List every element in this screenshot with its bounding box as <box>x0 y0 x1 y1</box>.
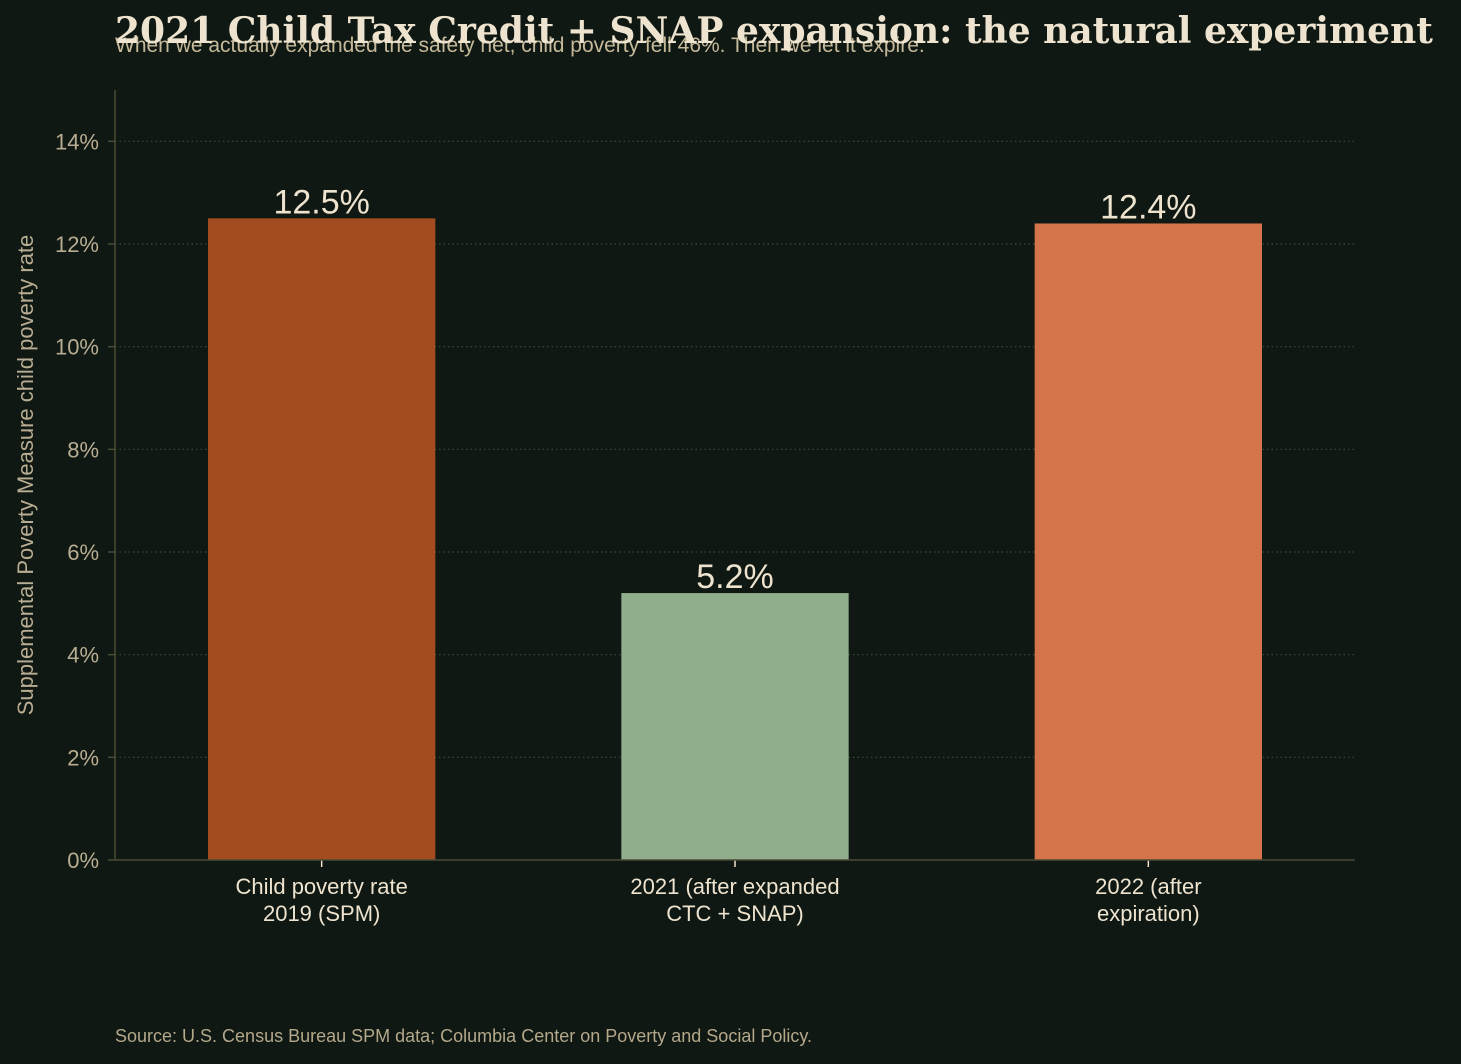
y-tick-label: 14% <box>55 129 99 154</box>
chart-source-note: Source: U.S. Census Bureau SPM data; Col… <box>115 1026 813 1046</box>
x-tick-label: 2022 (after expiration) <box>1095 874 1201 926</box>
y-tick-label: 8% <box>67 437 99 462</box>
x-tick-label-line: 2019 (SPM) <box>263 901 380 926</box>
y-tick-label: 4% <box>67 643 99 668</box>
bars <box>208 218 1262 861</box>
bar-value-label: 5.2% <box>696 558 774 596</box>
bar-value-label: 12.4% <box>1100 188 1196 226</box>
chart-subtitle: When we actually expanded the safety net… <box>115 34 925 57</box>
y-tick-label: 12% <box>55 232 99 257</box>
x-tick-label: Child poverty rate 2019 (SPM) <box>235 874 407 926</box>
y-axis-title: Supplemental Poverty Measure child pover… <box>13 235 38 716</box>
axes <box>108 90 1355 867</box>
x-tick-label-line: 2021 (after expanded <box>630 874 839 899</box>
bar-value-label: 12.5% <box>273 183 369 221</box>
y-tick-label: 10% <box>55 335 99 360</box>
x-tick-label-line: Child poverty rate <box>235 874 407 899</box>
y-tick-label: 2% <box>67 745 99 770</box>
bar <box>621 593 849 860</box>
x-tick-label-line: expiration) <box>1097 901 1200 926</box>
x-tick-label-line: CTC + SNAP) <box>666 901 804 926</box>
bar <box>1034 223 1262 860</box>
x-tick-label: 2021 (after expanded CTC + SNAP) <box>630 874 839 926</box>
bar <box>208 218 436 861</box>
y-tick-label: 0% <box>67 848 99 873</box>
chart-title: 2021 Child Tax Credit + SNAP expansion: … <box>115 10 1433 52</box>
y-tick-label: 6% <box>67 540 99 565</box>
x-tick-label-line: 2022 (after <box>1095 874 1201 899</box>
labels: 0% 2% 4% 6% 8% 10% 12% 14% 12.5% Child poverty ra… <box>13 129 1202 926</box>
